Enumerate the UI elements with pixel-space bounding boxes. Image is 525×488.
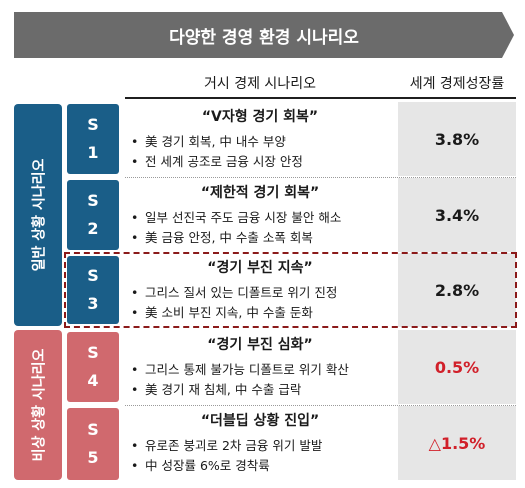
- scenario-number: 2: [87, 219, 99, 238]
- scenario-bullets: 그리스 통제 불가능 디폴트로 위기 확산 美 경기 재 침체, 中 수출 급락: [131, 360, 349, 400]
- scenario-title: “제한적 경기 회복”: [200, 185, 320, 201]
- scenario-badge-s4: S 4: [67, 332, 119, 402]
- group-normal-label: 일반 상황 시나리오: [31, 158, 48, 272]
- scenario-description: “V자형 경기 회복” 美 경기 회복, 中 내수 부양 전 세계 공조로 금융…: [125, 102, 395, 176]
- bullet-item: 美 경기 재 침체, 中 수출 급락: [131, 380, 349, 400]
- scenario-description: “제한적 경기 회복” 일부 선진국 주도 금융 시장 불안 해소 美 금융 안…: [125, 178, 395, 252]
- scenario-row-s1: “V자형 경기 회복” 美 경기 회복, 中 내수 부양 전 세계 공조로 금융…: [125, 102, 516, 176]
- bullet-item: 그리스 통제 불가능 디폴트로 위기 확산: [131, 360, 349, 380]
- scenario-title: “V자형 경기 회복”: [201, 109, 319, 125]
- scenario-title: “경기 부진 지속”: [207, 260, 313, 276]
- scenario-bullets: 美 경기 회복, 中 내수 부양 전 세계 공조로 금융 시장 안정: [131, 132, 303, 172]
- group-crisis-label: 비상 상황 시나리오: [31, 348, 48, 462]
- bullet-item: 美 소비 부진 지속, 中 수출 둔화: [131, 303, 337, 323]
- bullet-item: 유로존 붕괴로 2차 금융 위기 발발: [131, 436, 322, 456]
- row-divider: [125, 405, 516, 406]
- scenario-badge-s2: S 2: [67, 180, 119, 250]
- scenario-row-s3: “경기 부진 지속” 그리스 질서 있는 디폴트로 위기 진정 美 소비 부진 …: [125, 253, 516, 327]
- scenario-row-s5: “더블딥 상황 진입” 유로존 붕괴로 2차 금융 위기 발발 中 성장률 6%…: [125, 406, 516, 480]
- bullet-item: 일부 선진국 주도 금융 시장 불안 해소: [131, 208, 341, 228]
- scenario-title: “경기 부진 심화”: [207, 337, 313, 353]
- group-normal-scenario: 일반 상황 시나리오: [14, 104, 62, 326]
- scenario-badge-s5: S 5: [67, 408, 119, 480]
- growth-value: 3.4%: [398, 178, 516, 252]
- group-crisis-scenario: 비상 상황 시나리오: [14, 330, 62, 480]
- scenario-letter: S: [87, 115, 99, 134]
- bullet-item: 美 금융 안정, 中 수출 소폭 회복: [131, 228, 341, 248]
- scenario-letter: S: [87, 266, 99, 285]
- scenario-letter: S: [87, 191, 99, 210]
- banner-title-text: 다양한 경영 환경 시나리오: [169, 27, 359, 48]
- scenario-description: “더블딥 상황 진입” 유로존 붕괴로 2차 금융 위기 발발 中 성장률 6%…: [125, 406, 395, 480]
- scenario-number: 4: [87, 371, 99, 390]
- growth-value: △1.5%: [398, 406, 516, 480]
- row-divider: [125, 177, 516, 178]
- bullet-item: 그리스 질서 있는 디폴트로 위기 진정: [131, 283, 337, 303]
- scenario-title: “더블딥 상황 진입”: [200, 413, 320, 429]
- scenario-letter: S: [87, 420, 99, 439]
- scenario-badge-s3: S 3: [67, 256, 119, 324]
- column-header-growth: 세계 경제성장률: [409, 76, 505, 92]
- scenario-row-s4: “경기 부진 심화” 그리스 통제 불가능 디폴트로 위기 확산 美 경기 재 …: [125, 330, 516, 404]
- scenario-badge-s1: S 1: [67, 104, 119, 174]
- scenario-number: 3: [87, 294, 99, 313]
- scenario-bullets: 그리스 질서 있는 디폴트로 위기 진정 美 소비 부진 지속, 中 수출 둔화: [131, 283, 337, 323]
- header-divider: [125, 97, 516, 99]
- scenario-bullets: 일부 선진국 주도 금융 시장 불안 해소 美 금융 안정, 中 수출 소폭 회…: [131, 208, 341, 248]
- column-header-macro: 거시 경제 시나리오: [204, 76, 316, 92]
- scenario-number: 5: [87, 448, 99, 467]
- bullet-item: 전 세계 공조로 금융 시장 안정: [131, 152, 303, 172]
- bullet-item: 美 경기 회복, 中 내수 부양: [131, 132, 303, 152]
- scenario-description: “경기 부진 지속” 그리스 질서 있는 디폴트로 위기 진정 美 소비 부진 …: [125, 253, 395, 327]
- scenario-row-s2: “제한적 경기 회복” 일부 선진국 주도 금융 시장 불안 해소 美 금융 안…: [125, 178, 516, 252]
- banner-title: 다양한 경영 환경 시나리오: [14, 12, 514, 58]
- growth-value: 0.5%: [398, 330, 516, 404]
- growth-value: 3.8%: [398, 102, 516, 176]
- scenario-number: 1: [87, 143, 99, 162]
- scenario-bullets: 유로존 붕괴로 2차 금융 위기 발발 中 성장률 6%로 경착륙: [131, 436, 322, 476]
- growth-value: 2.8%: [398, 253, 516, 327]
- bullet-item: 中 성장률 6%로 경착륙: [131, 456, 322, 476]
- scenario-description: “경기 부진 심화” 그리스 통제 불가능 디폴트로 위기 확산 美 경기 재 …: [125, 330, 395, 404]
- scenario-letter: S: [87, 343, 99, 362]
